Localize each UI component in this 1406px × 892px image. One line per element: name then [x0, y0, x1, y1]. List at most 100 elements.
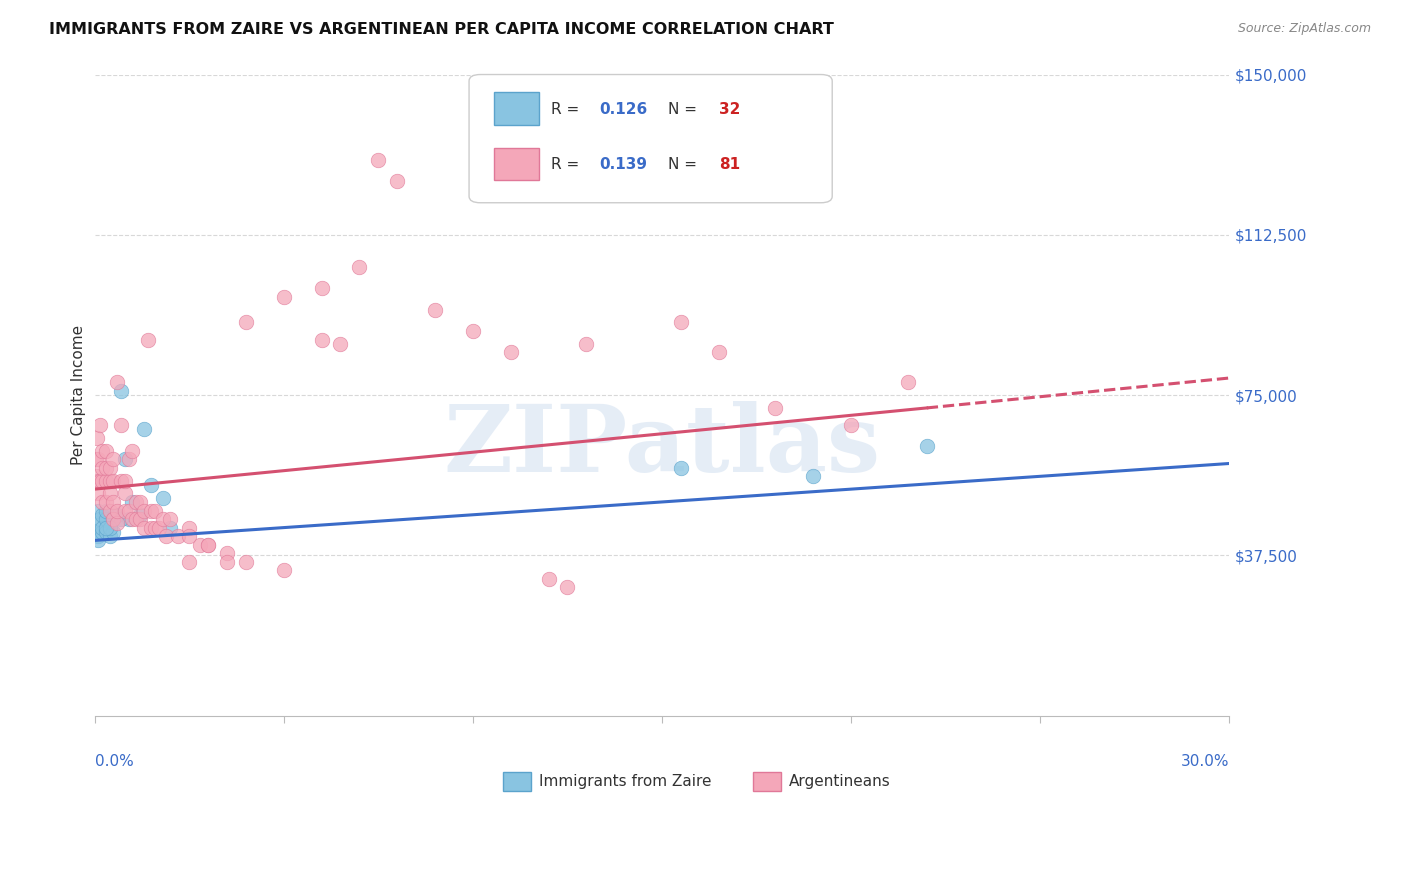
Point [98, 520, 121, 534]
Point [121, 512, 143, 526]
Point [669, 460, 692, 475]
Bar [752, 772, 782, 791]
Point [86, 529, 108, 543]
Point [197, 538, 219, 552]
Point [166, 529, 188, 543]
Point [94, 503, 117, 517]
FancyBboxPatch shape [470, 75, 832, 202]
Point [86, 431, 108, 445]
Text: R =: R = [551, 157, 583, 172]
Y-axis label: Per Capita Income: Per Capita Income [72, 325, 86, 465]
Point [98, 474, 121, 488]
Point [105, 503, 128, 517]
Text: 0.139: 0.139 [599, 157, 648, 172]
Point [152, 512, 174, 526]
Point [179, 520, 201, 534]
Text: Argentineans: Argentineans [789, 774, 891, 789]
Point [235, 555, 257, 569]
Point [215, 555, 238, 569]
Point [125, 512, 148, 526]
Point [98, 529, 121, 543]
Point [91, 495, 114, 509]
Point [329, 336, 352, 351]
Point [897, 376, 920, 390]
Point [91, 460, 114, 475]
Point [105, 508, 128, 522]
Point [121, 443, 143, 458]
Point [129, 495, 152, 509]
Point [94, 512, 117, 526]
Point [87, 516, 110, 531]
Point [91, 474, 114, 488]
Point [105, 376, 128, 390]
Point [105, 516, 128, 531]
Point [91, 508, 114, 522]
Point [155, 529, 177, 543]
Text: Source: ZipAtlas.com: Source: ZipAtlas.com [1237, 22, 1371, 36]
Point [273, 563, 295, 577]
Point [461, 324, 484, 338]
Point [103, 452, 125, 467]
Point [537, 572, 560, 586]
Bar [503, 772, 531, 791]
Point [87, 452, 110, 467]
Point [87, 474, 110, 488]
Point [84, 469, 107, 483]
Point [94, 495, 117, 509]
Point [801, 469, 824, 483]
Text: ZIPatlas: ZIPatlas [443, 401, 880, 491]
Text: 30.0%: 30.0% [1181, 754, 1229, 769]
Point [87, 486, 110, 500]
Bar [494, 148, 540, 180]
Point [136, 333, 159, 347]
Point [91, 524, 114, 539]
Point [87, 533, 110, 548]
Point [197, 538, 219, 552]
Point [94, 520, 117, 534]
Point [110, 417, 132, 432]
Point [94, 474, 117, 488]
Bar [494, 93, 540, 125]
Point [311, 333, 333, 347]
Point [121, 495, 143, 509]
Point [159, 520, 181, 534]
Point [103, 512, 125, 526]
Point [129, 508, 152, 522]
Point [669, 315, 692, 329]
Point [114, 452, 136, 467]
Text: IMMIGRANTS FROM ZAIRE VS ARGENTINEAN PER CAPITA INCOME CORRELATION CHART: IMMIGRANTS FROM ZAIRE VS ARGENTINEAN PER… [49, 22, 834, 37]
Text: N =: N = [668, 103, 702, 117]
Text: Immigrants from Zaire: Immigrants from Zaire [540, 774, 711, 789]
Point [311, 281, 333, 295]
Point [141, 520, 163, 534]
Point [235, 315, 257, 329]
Point [117, 452, 139, 467]
Point [117, 503, 139, 517]
Point [103, 512, 125, 526]
Point [575, 336, 598, 351]
Point [179, 529, 201, 543]
Point [143, 520, 166, 534]
Point [114, 503, 136, 517]
Point [91, 443, 114, 458]
Point [129, 512, 152, 526]
Point [141, 478, 163, 492]
Point [215, 546, 238, 560]
Point [117, 512, 139, 526]
Point [89, 474, 111, 488]
Point [91, 520, 114, 534]
Point [114, 474, 136, 488]
Point [499, 345, 522, 359]
Point [89, 512, 111, 526]
Point [114, 486, 136, 500]
Point [148, 520, 170, 534]
Point [385, 174, 408, 188]
Point [98, 520, 121, 534]
Point [423, 302, 446, 317]
Text: 32: 32 [718, 103, 740, 117]
Point [349, 260, 371, 274]
Point [103, 524, 125, 539]
Point [132, 422, 155, 436]
Point [94, 460, 117, 475]
Point [152, 491, 174, 505]
